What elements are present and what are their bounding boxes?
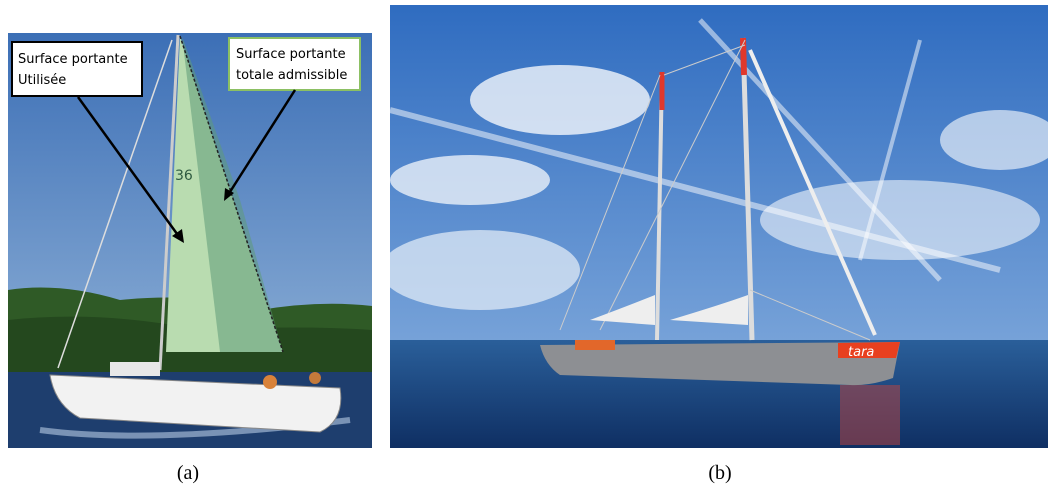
label-line: Surface portante [18,52,128,67]
label-line: Surface portante [236,47,346,62]
sail-number: 36 [175,168,193,184]
caption: (b) [708,462,731,484]
caption: (a) [177,462,199,484]
label-line: totale admissible [236,68,347,83]
photo-b: tara [390,5,1048,448]
label-line: Utilisée [18,73,66,88]
photo-a: 36 Surface portante Utilisée Surface por… [8,33,372,448]
hull-text: tara [848,345,874,360]
